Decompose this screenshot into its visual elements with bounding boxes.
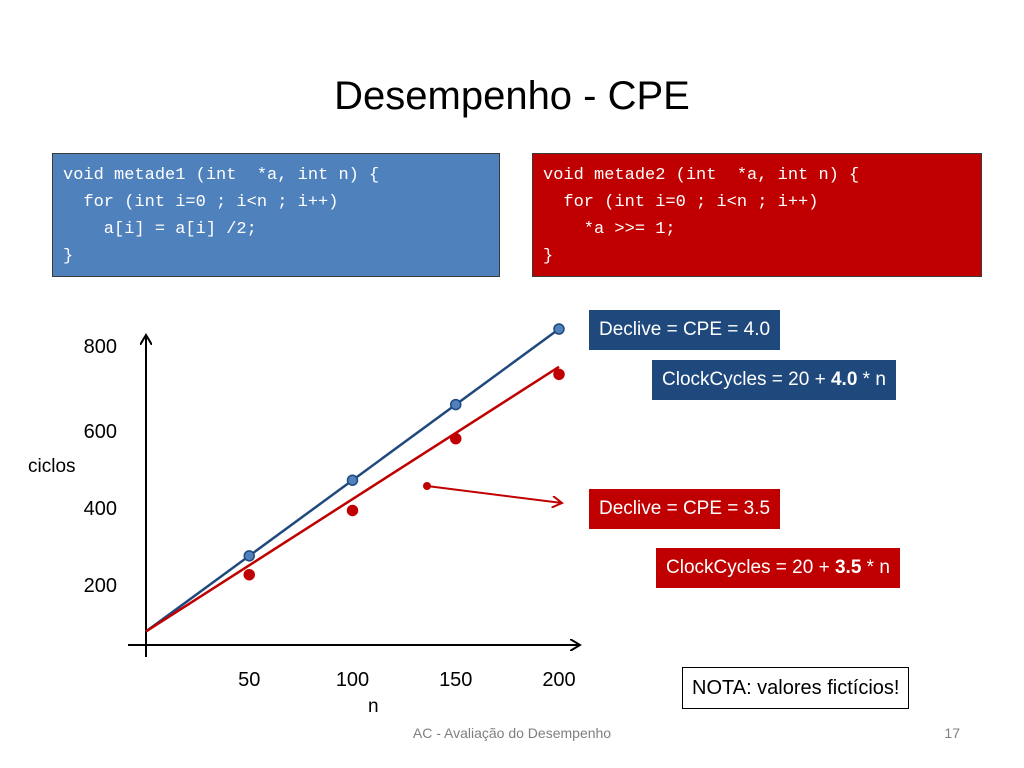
data-point-series-2 (553, 368, 565, 381)
formula-prefix: ClockCycles = 20 + (666, 557, 835, 578)
x-tick-label: 150 (439, 669, 472, 691)
formula-label-metade2: ClockCycles = 20 + 3.5 * n (656, 548, 900, 588)
data-point-series-1 (243, 550, 255, 562)
y-tick-label: 600 (84, 421, 117, 443)
x-tick-label: 100 (336, 669, 369, 691)
formula-suffix: * n (861, 557, 890, 578)
code-line: for (int i=0 ; i<n ; i++) (63, 193, 339, 212)
code-block-metade1: void metade1 (int *a, int n) { for (int … (52, 153, 500, 277)
formula-prefix: ClockCycles = 20 + (662, 369, 831, 390)
x-axis-label: n (368, 696, 379, 717)
pointer-arrow (426, 485, 562, 503)
code-line: void metade1 (int *a, int n) { (63, 166, 380, 185)
y-axis-label: ciclos (28, 456, 76, 477)
formula-cpe-value: 4.0 (830, 369, 858, 390)
code-line: *a >>= 1; (543, 220, 676, 239)
code-line: a[i] = a[i] /2; (63, 220, 257, 239)
code-line: void metade2 (int *a, int n) { (543, 166, 860, 185)
formula-cpe-value: 3.5 (834, 557, 862, 578)
pointer-arrow-origin (423, 482, 431, 490)
note-box: NOTA: valores fictícios! (682, 667, 910, 709)
slope-label-metade1: Declive = CPE = 4.0 (589, 310, 781, 350)
slope-label-metade2: Declive = CPE = 3.5 (589, 489, 781, 529)
code-line: for (int i=0 ; i<n ; i++) (543, 193, 819, 212)
data-point-series-2 (346, 504, 359, 517)
y-tick-label: 400 (84, 498, 117, 520)
y-tick-label: 200 (84, 575, 117, 597)
x-tick-label: 200 (542, 669, 575, 691)
x-tick-label: 50 (238, 669, 260, 691)
series-line-2 (145, 365, 560, 633)
slide-title: Desempenho - CPE (334, 74, 690, 118)
data-point-series-2 (243, 568, 255, 581)
code-line: } (543, 247, 554, 266)
data-point-series-1 (553, 323, 565, 335)
code-block-metade2: void metade2 (int *a, int n) { for (int … (532, 153, 982, 277)
formula-label-metade1: ClockCycles = 20 + 4.0 * n (652, 360, 896, 400)
formula-suffix: * n (857, 369, 886, 390)
footer-text: AC - Avaliação do Desempenho (412, 725, 612, 741)
y-tick-label: 800 (84, 336, 117, 358)
data-point-series-2 (450, 432, 462, 445)
code-line: } (63, 247, 74, 266)
page-number: 17 (944, 725, 960, 741)
data-point-series-1 (450, 398, 462, 411)
data-point-series-1 (346, 474, 359, 486)
